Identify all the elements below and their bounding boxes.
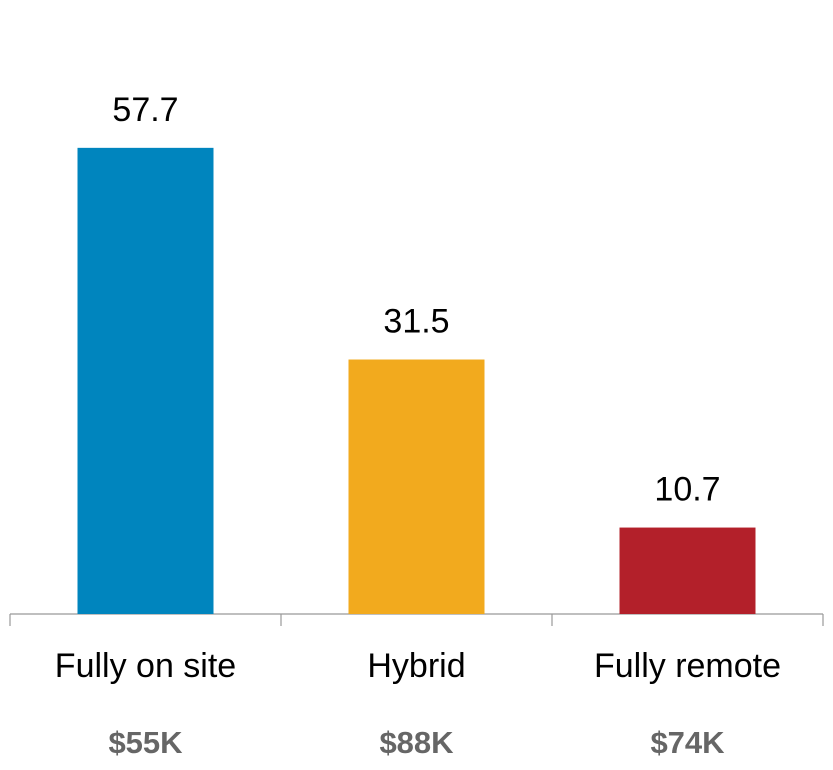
sublabel: $55K [108, 725, 183, 760]
value-label: 57.7 [112, 91, 178, 129]
bar [77, 147, 214, 615]
sublabel: $88K [379, 725, 454, 760]
x-tick-label: Fully on site [55, 647, 236, 685]
x-tick-label: Fully remote [594, 647, 781, 685]
sublabel: $74K [650, 725, 725, 760]
x-tick-label: Hybrid [367, 647, 465, 685]
value-label: 10.7 [654, 471, 720, 509]
value-label: 31.5 [383, 302, 449, 340]
bar [619, 527, 756, 614]
bar [348, 359, 485, 614]
